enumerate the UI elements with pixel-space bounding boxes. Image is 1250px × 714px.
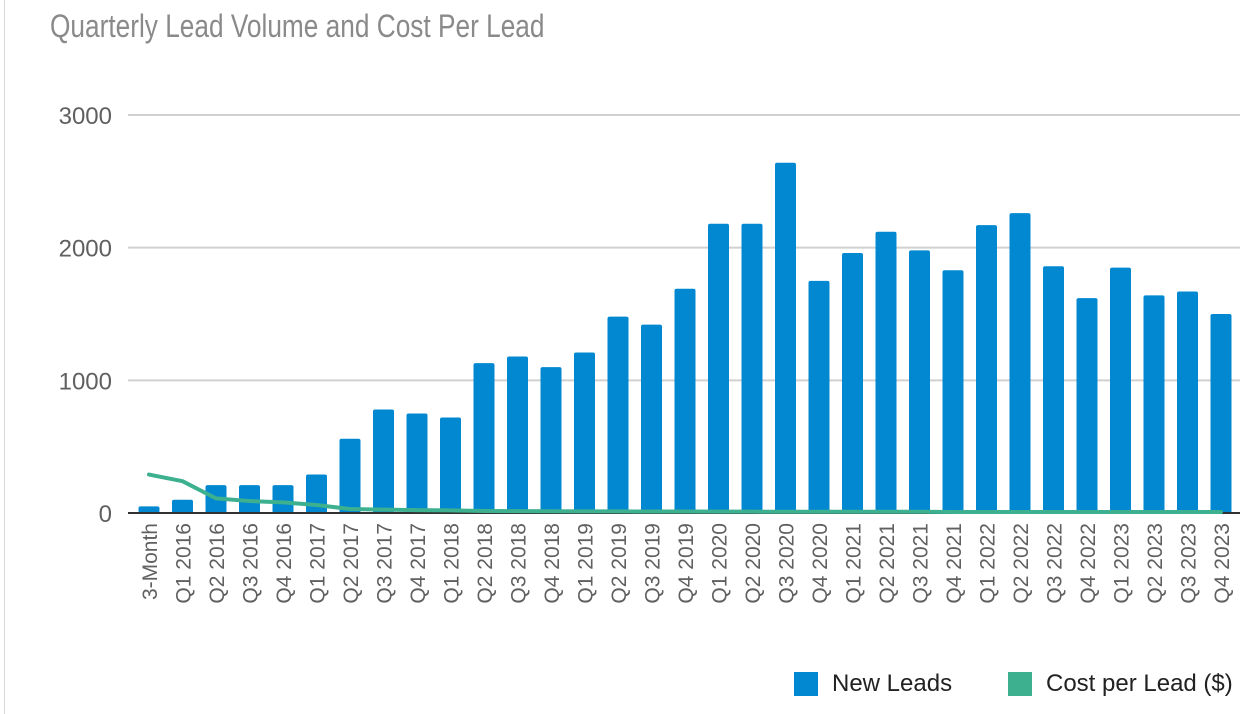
bar-new-leads [373,409,394,513]
bar-new-leads [607,316,629,513]
x-tick-label: Q3 2021 [910,523,933,604]
x-tick-label: Q3 2016 [240,523,263,604]
x-tick-label: Q1 2020 [709,523,732,604]
x-tick-label: Q4 2017 [407,523,430,604]
y-tick-label: 3000 [59,103,112,130]
bar-new-leads [1143,295,1165,513]
bar-new-leads [1043,266,1064,513]
x-tick-label: Q4 2020 [809,523,832,604]
x-tick-label: Q3 2017 [374,523,397,604]
bar-new-leads [507,356,528,513]
x-tick-label: Q2 2018 [474,523,497,604]
legend-swatch-new-leads [794,672,818,696]
bar-new-leads [976,225,997,513]
bar-new-leads [708,223,729,513]
bar-new-leads [540,367,562,513]
bar-new-leads [875,231,897,513]
bar-new-leads [909,250,930,513]
x-tick-label: 3-Month [139,523,162,600]
bar-new-leads [1076,298,1098,513]
bar-new-leads [1009,213,1031,513]
x-tick-label: Q1 2016 [173,523,196,604]
bar-new-leads [440,417,461,513]
legend-swatch-cost-per-lead [1008,672,1032,696]
bar-new-leads [641,324,662,513]
bar-new-leads [406,413,428,513]
x-tick-label: Q2 2019 [608,523,631,604]
bar-new-leads [272,485,294,513]
x-tick-label: Q3 2020 [776,523,799,604]
bar-new-leads [674,288,696,513]
x-tick-label: Q2 2023 [1144,523,1167,604]
bar-new-leads [1177,291,1198,513]
x-tick-label: Q1 2018 [441,523,464,604]
x-tick-label: Q1 2017 [307,523,330,604]
x-tick-label: Q3 2022 [1044,523,1067,604]
y-tick-label: 0 [99,501,112,528]
bar-new-leads [842,252,863,513]
x-tick-label: Q2 2022 [1010,523,1033,604]
left-border-rule [4,0,5,714]
x-tick-label: Q1 2021 [843,523,866,604]
x-tick-label: Q3 2023 [1178,523,1201,604]
legend-item-new-leads: New Leads [794,668,952,700]
bar-new-leads [172,499,193,513]
bar-new-leads [741,223,763,513]
bar-new-leads [775,162,796,513]
x-tick-label: Q4 2018 [541,523,564,604]
line-cost-per-lead [147,472,1223,514]
x-tick-label: Q2 2016 [206,523,229,604]
x-tick-label: Q2 2021 [876,523,899,604]
x-tick-label: Q2 2020 [742,523,765,604]
bar-new-leads [138,506,160,513]
x-tick-label: Q1 2019 [575,523,598,604]
x-tick-label: Q2 2017 [340,523,363,604]
x-tick-label: Q3 2018 [508,523,531,604]
bar-new-leads [942,270,964,513]
legend-label-cost-per-lead: Cost per Lead ($) [1046,670,1233,697]
bar-new-leads [574,352,595,513]
legend-item-cost-per-lead: Cost per Lead ($) [1008,668,1233,700]
x-tick-label: Q1 2022 [977,523,1000,604]
bar-new-leads [1110,267,1131,513]
bar-new-leads [1210,314,1232,513]
x-tick-label: Q3 2019 [642,523,665,604]
bar-new-leads [808,280,830,513]
x-tick-label: Q4 2021 [943,523,966,604]
y-tick-label: 1000 [59,368,112,395]
x-tick-label: Q4 2019 [675,523,698,604]
legend-label-new-leads: New Leads [832,670,953,697]
y-tick-label: 2000 [59,236,112,263]
x-tick-label: Q4 2023 [1211,523,1234,604]
x-tick-label: Q4 2022 [1077,523,1100,604]
bar-new-leads [339,438,361,513]
chart-title: Quarterly Lead Volume and Cost Per Lead [50,8,545,44]
x-tick-label: Q4 2016 [273,523,296,604]
x-tick-label: Q1 2023 [1111,523,1134,604]
bar-new-leads [473,363,495,513]
